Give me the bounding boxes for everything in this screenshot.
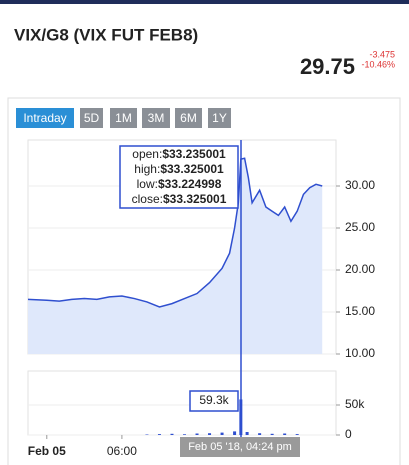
tab[interactable]: 6M <box>175 108 202 128</box>
price-tooltip <box>119 145 239 209</box>
tab-label: 1Y <box>212 111 227 125</box>
tooltip-line: close:$33.325001 <box>132 192 227 206</box>
volume-bar <box>170 433 174 435</box>
y-tick-label: 25.00 <box>345 220 375 234</box>
price-line <box>27 157 323 308</box>
volume-bar <box>245 432 249 435</box>
tab-label: 6M <box>180 111 197 125</box>
y-tick-label: 30.00 <box>345 178 375 192</box>
y-tick-label: 20.00 <box>345 262 375 276</box>
tooltip-value: $33.224998 <box>158 177 222 191</box>
volume-bar <box>183 434 187 435</box>
card <box>7 97 401 465</box>
tooltip-value: $33.235001 <box>162 147 226 161</box>
tooltip-value: $33.325001 <box>163 192 227 206</box>
tab-bg <box>80 108 103 128</box>
change-percent: -10.46% <box>361 59 395 69</box>
tab-label: 5D <box>84 111 100 125</box>
title: VIX/G8 (VIX FUT FEB8) <box>14 25 198 44</box>
volume-tooltip-label: 59.3k <box>199 393 229 407</box>
x-tick-label: 06:00 <box>107 444 137 458</box>
cursor-label-bg <box>180 437 300 457</box>
tab-bg <box>142 108 170 128</box>
tabs: Intraday 5D 1M 3M 6M 1Y <box>16 108 231 128</box>
volume-bar <box>195 433 199 435</box>
y-tick-label: 10.00 <box>345 346 375 360</box>
tooltip-key: high: <box>134 162 160 176</box>
tab-label: Intraday <box>23 111 66 125</box>
plot-frame <box>27 370 337 436</box>
tooltip-value: $33.325001 <box>160 162 224 176</box>
y-tick-label: 0 <box>345 427 352 441</box>
volume-bar <box>233 431 237 435</box>
volume-tooltip <box>189 390 239 412</box>
y-tick-label: 15.00 <box>345 304 375 318</box>
y-tick-label: 50k <box>345 397 365 411</box>
tab-label: 1M <box>115 111 132 125</box>
tooltip-key: open: <box>132 147 162 161</box>
volume-bar <box>258 433 262 435</box>
volume-bar <box>270 433 274 435</box>
tab-bg <box>208 108 231 128</box>
tooltip-key: close: <box>132 192 163 206</box>
tooltip-key: low: <box>137 177 158 191</box>
tooltip-line: open:$33.235001 <box>132 147 226 161</box>
tab[interactable]: 1Y <box>208 108 231 128</box>
tooltip-line: high:$33.325001 <box>134 162 224 176</box>
top-band <box>0 0 409 4</box>
price-area <box>28 158 323 354</box>
price: 29.75 <box>300 54 355 79</box>
tooltip-line: low:$33.224998 <box>137 177 222 191</box>
cursor-label: Feb 05 '18, 04:24 pm <box>188 441 292 453</box>
change: -3.475 <box>369 49 395 59</box>
volume-bar <box>208 433 212 435</box>
tab[interactable]: 1M <box>110 108 137 128</box>
tab[interactable]: Intraday <box>16 108 74 128</box>
tab[interactable]: 3M <box>142 108 170 128</box>
tab-label: 3M <box>148 111 165 125</box>
tab-bg <box>175 108 202 128</box>
volume-bar <box>295 434 299 435</box>
tab-bg <box>16 108 74 128</box>
tab-bg <box>110 108 137 128</box>
tab[interactable]: 5D <box>80 108 103 128</box>
volume-bar <box>157 434 161 435</box>
volume-bar <box>283 433 287 435</box>
volume-bar <box>220 432 224 435</box>
x-tick-label: Feb 05 <box>28 444 66 458</box>
